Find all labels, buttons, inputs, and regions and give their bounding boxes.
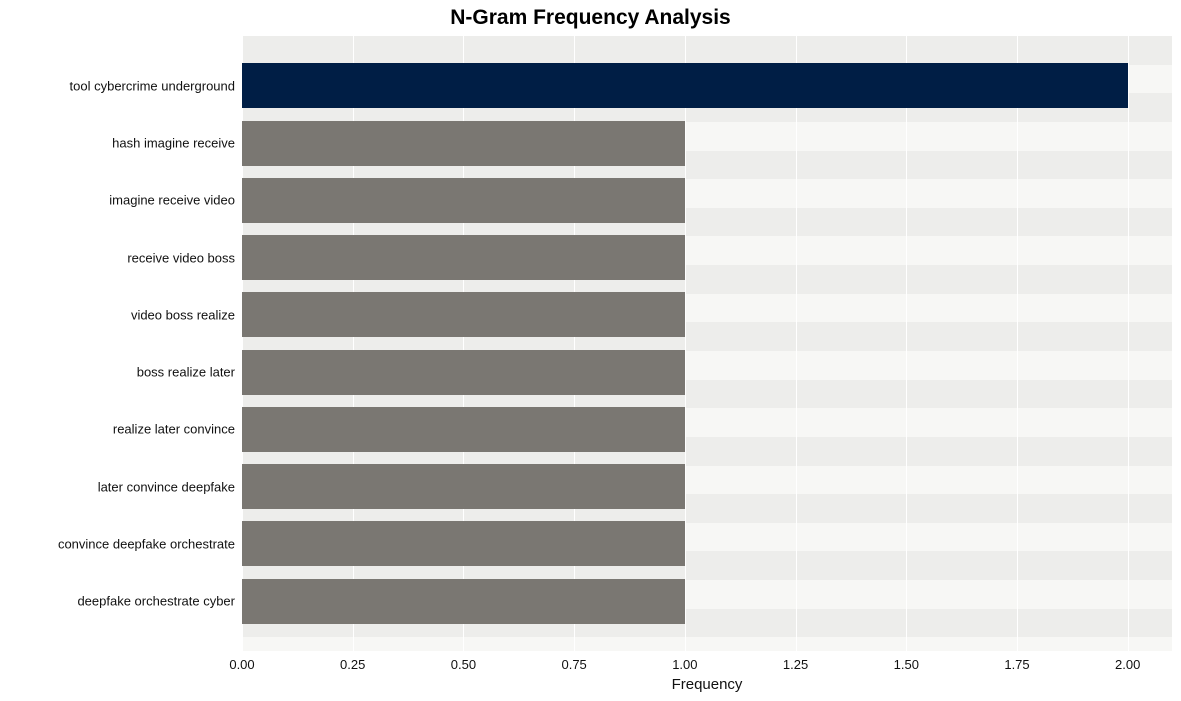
plot-band <box>242 637 1172 651</box>
x-tick-label: 1.25 <box>783 657 808 672</box>
bar <box>242 178 685 223</box>
plot-area <box>242 36 1172 651</box>
x-tick-label: 0.75 <box>561 657 586 672</box>
y-tick-label: receive video boss <box>127 250 235 265</box>
chart-title: N-Gram Frequency Analysis <box>0 6 1181 30</box>
bar <box>242 350 685 395</box>
bar <box>242 407 685 452</box>
gridline <box>1128 36 1129 651</box>
gridline <box>796 36 797 651</box>
plot-band <box>242 36 1172 65</box>
x-tick-label: 1.50 <box>894 657 919 672</box>
y-tick-label: later convince deepfake <box>98 479 235 494</box>
y-tick-label: tool cybercrime underground <box>70 78 235 93</box>
bar <box>242 464 685 509</box>
gridline <box>1017 36 1018 651</box>
y-tick-label: hash imagine receive <box>112 136 235 151</box>
x-tick-label: 2.00 <box>1115 657 1140 672</box>
gridline <box>906 36 907 651</box>
bar <box>242 235 685 280</box>
bar <box>242 521 685 566</box>
x-tick-label: 0.50 <box>451 657 476 672</box>
gridline <box>685 36 686 651</box>
x-tick-label: 1.00 <box>672 657 697 672</box>
ngram-frequency-chart: N-Gram Frequency Analysis Frequency tool… <box>0 0 1181 701</box>
bar <box>242 292 685 337</box>
x-tick-label: 0.25 <box>340 657 365 672</box>
y-tick-label: boss realize later <box>137 365 235 380</box>
x-axis-label: Frequency <box>672 676 743 693</box>
bar <box>242 63 1128 108</box>
x-tick-label: 1.75 <box>1004 657 1029 672</box>
x-tick-label: 0.00 <box>229 657 254 672</box>
y-tick-label: imagine receive video <box>109 193 235 208</box>
y-tick-label: convince deepfake orchestrate <box>58 536 235 551</box>
bar <box>242 579 685 624</box>
y-tick-label: realize later convince <box>113 422 235 437</box>
bar <box>242 121 685 166</box>
y-tick-label: deepfake orchestrate cyber <box>77 594 235 609</box>
y-tick-label: video boss realize <box>131 307 235 322</box>
